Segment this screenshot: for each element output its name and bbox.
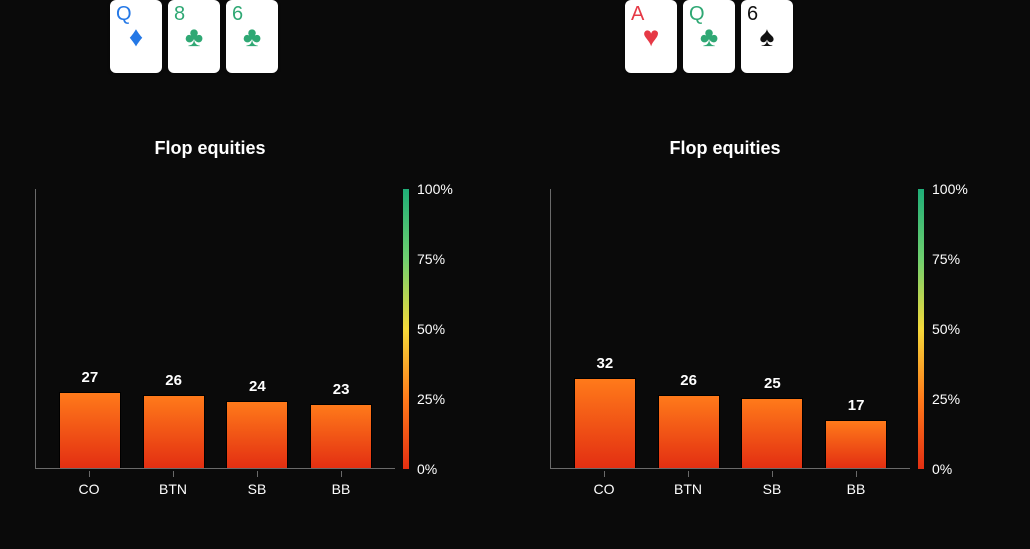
x-axis-labels: CO BTN SB BB <box>35 471 395 497</box>
x-label: CO <box>58 471 120 497</box>
y-label: 75% <box>417 251 445 267</box>
y-label: 75% <box>932 251 960 267</box>
equity-chart-left: 27 26 24 23 CO BTN SB <box>25 179 485 509</box>
card: 8 ♣ <box>168 0 220 73</box>
y-label: 100% <box>932 181 968 197</box>
flop-cards-left: Q ♦ 8 ♣ 6 ♣ <box>110 0 490 73</box>
bar-value: 24 <box>249 378 266 395</box>
spade-icon: ♠ <box>760 23 775 51</box>
bar-col: 17 <box>825 397 887 468</box>
y-label: 25% <box>417 391 445 407</box>
card-rank: 6 <box>747 4 758 24</box>
bar-col: 25 <box>741 375 803 468</box>
color-scale-bar <box>918 189 924 469</box>
bar-value: 25 <box>764 375 781 392</box>
card: Q ♦ <box>110 0 162 73</box>
equity-chart-right: 32 26 25 17 CO BTN SB <box>540 179 1000 509</box>
bar <box>310 404 372 468</box>
card: 6 ♣ <box>226 0 278 73</box>
bars-container: 27 26 24 23 <box>36 189 395 468</box>
panel-right: A ♥ Q ♣ 6 ♠ Flop equities 32 26 <box>515 0 1030 549</box>
y-label: 50% <box>932 321 960 337</box>
bar-col: 27 <box>59 369 121 468</box>
x-axis-labels: CO BTN SB BB <box>550 471 910 497</box>
chart-title: Flop equities <box>540 138 910 159</box>
bar <box>658 395 720 468</box>
x-label: BB <box>310 471 372 497</box>
bar <box>226 401 288 468</box>
bar-value: 26 <box>165 372 182 389</box>
card: A ♥ <box>625 0 677 73</box>
card: Q ♣ <box>683 0 735 73</box>
bar-value: 23 <box>333 381 350 398</box>
bar-col: 26 <box>658 372 720 468</box>
bar-col: 24 <box>226 378 288 468</box>
color-scale-bar <box>403 189 409 469</box>
x-label: BTN <box>142 471 204 497</box>
bar-value: 27 <box>82 369 99 386</box>
y-label: 25% <box>932 391 960 407</box>
bar-col: 23 <box>310 381 372 468</box>
bar-col: 26 <box>143 372 205 468</box>
x-label: SB <box>741 471 803 497</box>
x-label: BB <box>825 471 887 497</box>
plot-area: 27 26 24 23 <box>35 189 395 469</box>
plot-area: 32 26 25 17 <box>550 189 910 469</box>
bar-value: 26 <box>680 372 697 389</box>
chart-title: Flop equities <box>25 138 395 159</box>
bars-container: 32 26 25 17 <box>551 189 910 468</box>
y-label: 0% <box>417 461 437 477</box>
bar <box>143 395 205 468</box>
heart-icon: ♥ <box>643 23 660 51</box>
bar <box>741 398 803 468</box>
x-label: CO <box>573 471 635 497</box>
x-label: BTN <box>657 471 719 497</box>
bar <box>825 420 887 468</box>
panel-left: Q ♦ 8 ♣ 6 ♣ Flop equities 27 26 <box>0 0 515 549</box>
bar-value: 17 <box>848 397 865 414</box>
bar <box>574 378 636 468</box>
bar-value: 32 <box>597 355 614 372</box>
y-label: 50% <box>417 321 445 337</box>
y-label: 0% <box>932 461 952 477</box>
card-rank: 8 <box>174 4 185 24</box>
y-label: 100% <box>417 181 453 197</box>
diamond-icon: ♦ <box>129 23 143 51</box>
x-label: SB <box>226 471 288 497</box>
card-rank: 6 <box>232 4 243 24</box>
club-icon: ♣ <box>243 23 261 51</box>
club-icon: ♣ <box>185 23 203 51</box>
card: 6 ♠ <box>741 0 793 73</box>
flop-cards-right: A ♥ Q ♣ 6 ♠ <box>625 0 1005 73</box>
bar <box>59 392 121 468</box>
club-icon: ♣ <box>700 23 718 51</box>
bar-col: 32 <box>574 355 636 468</box>
